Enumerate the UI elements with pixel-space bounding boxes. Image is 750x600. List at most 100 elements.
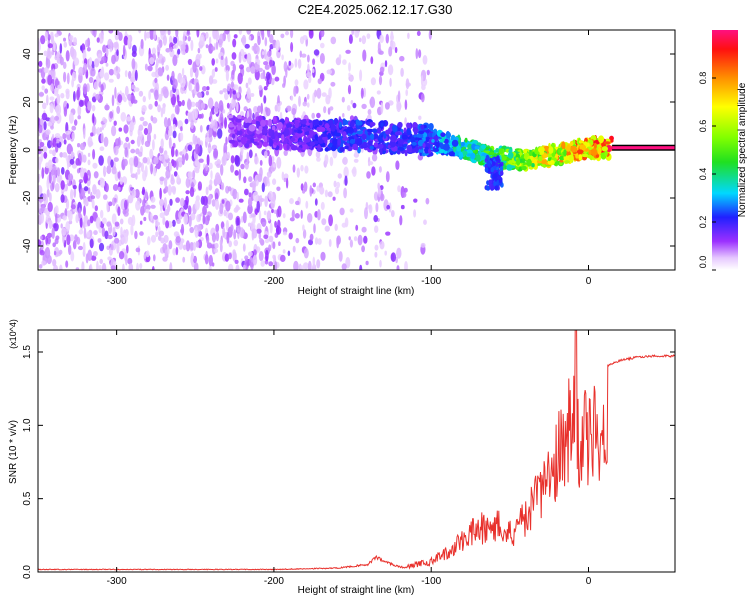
noise-blob bbox=[330, 36, 337, 45]
noise-blob bbox=[232, 188, 238, 200]
noise-blob bbox=[242, 243, 246, 252]
noise-blob bbox=[54, 182, 60, 193]
noise-blob bbox=[98, 80, 102, 88]
noise-blob bbox=[168, 240, 173, 250]
noise-blob bbox=[55, 212, 58, 225]
noise-blob bbox=[87, 249, 93, 262]
noise-blob bbox=[164, 185, 169, 193]
noise-blob bbox=[222, 153, 226, 164]
noise-blob bbox=[123, 124, 129, 134]
snr-panel: -300 -200 -100 0 0.0 0.5 1.0 1.5 Height of str… bbox=[8, 319, 676, 596]
noise-blob bbox=[88, 57, 93, 67]
ridge-blob bbox=[578, 140, 584, 144]
ridge-blob bbox=[339, 146, 345, 152]
noise-blob bbox=[63, 139, 67, 145]
noise-blob bbox=[157, 68, 164, 77]
noise-blob bbox=[62, 61, 67, 69]
noise-blob bbox=[338, 251, 343, 262]
noise-blob bbox=[85, 253, 89, 264]
noise-blob bbox=[292, 245, 296, 253]
noise-blob bbox=[220, 182, 225, 191]
noise-blob bbox=[214, 248, 219, 253]
noise-blob bbox=[144, 140, 151, 147]
noise-blob bbox=[302, 101, 308, 107]
ridge-blob bbox=[441, 135, 445, 142]
noise-blob bbox=[162, 35, 167, 46]
noise-blob bbox=[64, 208, 68, 218]
noise-blob bbox=[208, 75, 214, 85]
noise-blob bbox=[127, 257, 133, 265]
noise-blob bbox=[363, 235, 368, 244]
noise-blob bbox=[40, 35, 46, 45]
ridge-blob bbox=[566, 144, 571, 152]
ridge-blob bbox=[300, 119, 307, 125]
ridge-blob bbox=[327, 132, 332, 140]
noise-blob bbox=[77, 143, 81, 148]
noise-blob bbox=[175, 246, 179, 256]
noise-blob bbox=[93, 251, 98, 257]
noise-blob bbox=[232, 63, 236, 73]
noise-blob bbox=[125, 254, 128, 266]
ridge-blob bbox=[261, 127, 268, 134]
noise-blob bbox=[166, 205, 171, 213]
noise-blob bbox=[60, 194, 65, 203]
noise-blob bbox=[269, 222, 273, 234]
ridge-blob bbox=[308, 119, 312, 124]
noise-blob bbox=[47, 74, 53, 86]
noise-blob bbox=[114, 86, 117, 99]
ridge-blob bbox=[228, 139, 236, 144]
noise-blob bbox=[308, 239, 313, 246]
noise-blob bbox=[274, 220, 277, 228]
noise-blob bbox=[248, 35, 252, 41]
noise-blob bbox=[160, 138, 164, 149]
noise-blob bbox=[142, 157, 148, 164]
noise-blob bbox=[239, 64, 244, 70]
noise-blob bbox=[126, 116, 131, 122]
noise-blob bbox=[73, 57, 80, 66]
ridge-blob bbox=[604, 150, 608, 157]
noise-blob bbox=[117, 206, 121, 217]
noise-blob bbox=[319, 186, 325, 195]
noise-blob bbox=[344, 217, 349, 228]
noise-blob bbox=[194, 159, 199, 167]
noise-blob bbox=[154, 100, 158, 107]
noise-blob bbox=[348, 62, 351, 72]
noise-blob bbox=[252, 254, 258, 266]
noise-blob bbox=[159, 187, 162, 200]
noise-blob bbox=[246, 151, 250, 164]
noise-blob bbox=[162, 86, 168, 95]
noise-blob bbox=[314, 237, 319, 245]
noise-blob bbox=[366, 171, 371, 179]
noise-blob bbox=[117, 171, 121, 179]
ridge-blob bbox=[243, 123, 248, 127]
noise-blob bbox=[110, 265, 116, 270]
ridge-blob bbox=[312, 119, 319, 126]
noise-blob bbox=[180, 228, 184, 234]
spectrogram-x-ticks: -300 -200 -100 0 bbox=[107, 30, 592, 287]
noise-blob bbox=[58, 249, 63, 255]
ridge-blob bbox=[448, 151, 455, 157]
noise-blob bbox=[247, 204, 253, 215]
noise-blob bbox=[320, 42, 325, 49]
noise-blob bbox=[348, 236, 351, 241]
noise-blob bbox=[175, 30, 179, 38]
noise-blob bbox=[38, 68, 43, 73]
y-tick-label: 1.0 bbox=[22, 418, 33, 432]
noise-blob bbox=[240, 163, 245, 170]
noise-blob bbox=[159, 30, 166, 36]
noise-blob bbox=[268, 154, 273, 167]
noise-blob bbox=[207, 194, 212, 205]
ridge-blob bbox=[444, 138, 449, 144]
ridge-blob bbox=[492, 161, 496, 167]
noise-blob bbox=[400, 67, 404, 77]
x-tick-label: -300 bbox=[107, 576, 127, 587]
ridge-blob bbox=[342, 137, 349, 141]
noise-blob bbox=[267, 50, 272, 57]
ridge-blob bbox=[428, 123, 434, 131]
noise-blob bbox=[187, 171, 193, 179]
noise-blob bbox=[263, 86, 268, 91]
noise-blob bbox=[172, 130, 177, 139]
noise-blob bbox=[187, 36, 191, 42]
noise-blob bbox=[277, 219, 281, 229]
ridge-blob bbox=[297, 142, 303, 145]
